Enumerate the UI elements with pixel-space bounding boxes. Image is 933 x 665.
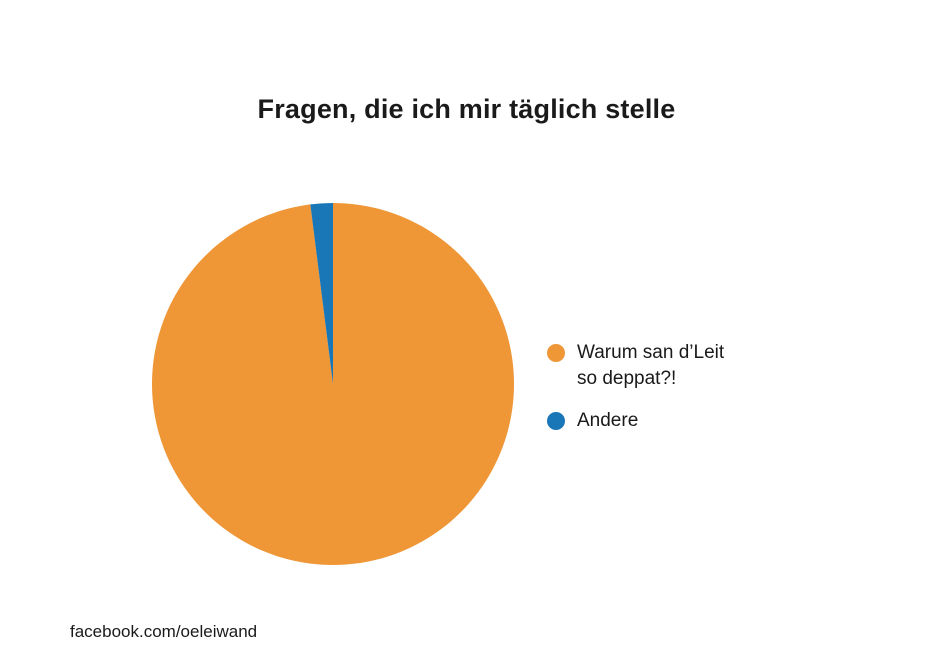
pie-slice-warum: [152, 203, 515, 565]
legend-label-andere: Andere: [577, 410, 639, 431]
legend-label-warum: Warum san d’Leit so deppat?!: [577, 342, 725, 389]
pie-chart: [152, 203, 515, 565]
pie-slices: [152, 203, 515, 565]
footer-credit: facebook.com/oeleiwand: [70, 622, 258, 641]
legend: Warum san d’Leit so deppat?! Andere: [547, 340, 787, 450]
legend-item-warum: Warum san d’Leit so deppat?!: [547, 340, 787, 392]
legend-swatch-andere: [547, 412, 565, 430]
pie-slice-andere: [310, 203, 333, 384]
legend-swatch-warum: [547, 344, 565, 362]
legend-item-andere: Andere: [547, 408, 787, 434]
chart-title: Fragen, die ich mir täglich stelle: [257, 94, 676, 124]
